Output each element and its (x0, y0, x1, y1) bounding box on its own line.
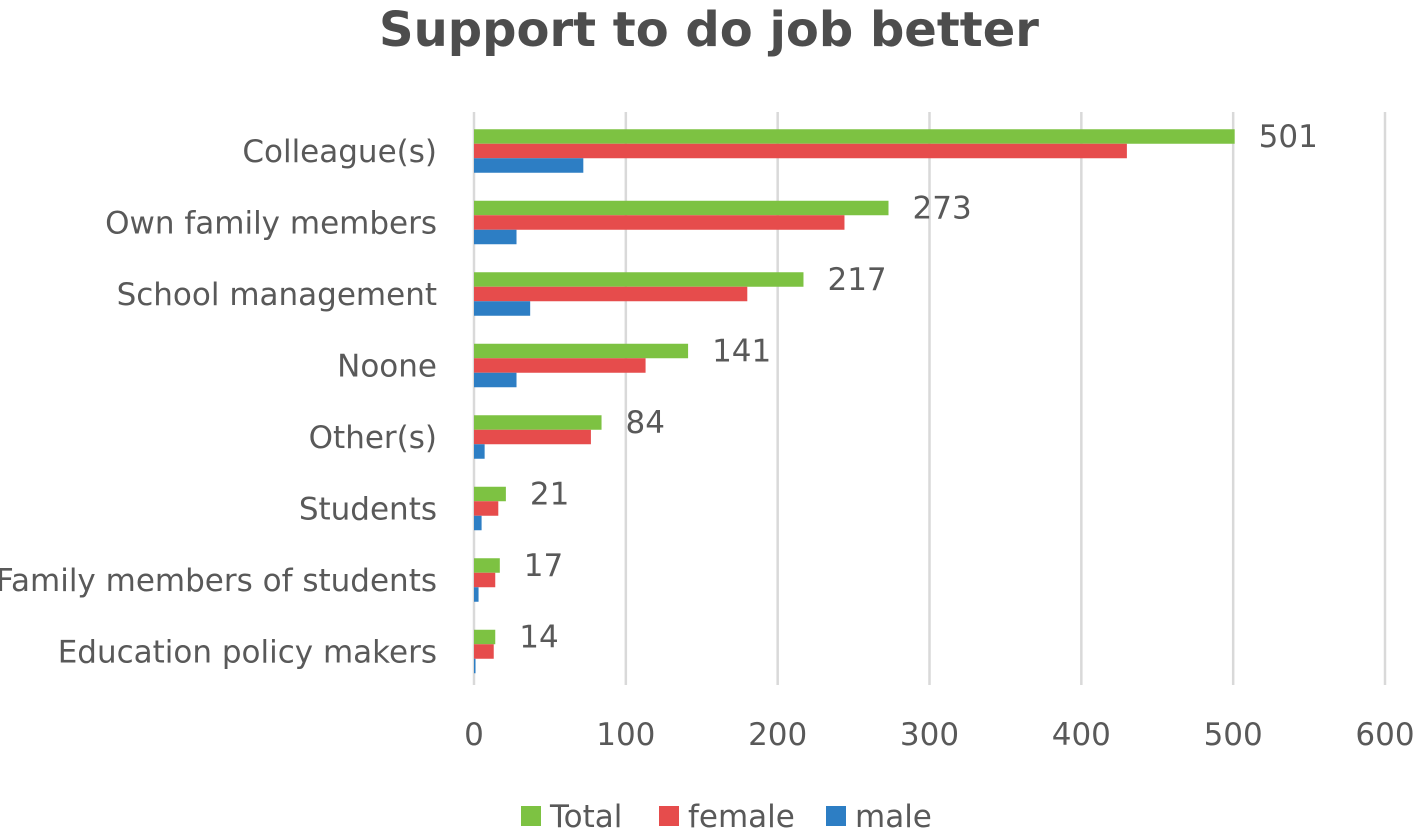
category-label: Colleague(s) (242, 134, 437, 170)
category-label: Own family members (105, 206, 437, 242)
x-axis-ticks: 0 100 200 300 400 500 600 (464, 717, 1414, 753)
legend-swatch-male (826, 806, 846, 826)
bar-total (474, 486, 506, 502)
data-label: 273 (913, 191, 972, 227)
bar-male (474, 587, 479, 602)
legend: Total female male (521, 799, 932, 835)
bar-male (474, 229, 517, 245)
legend-label-total: Total (549, 799, 622, 835)
bar-total (474, 558, 500, 573)
legend-label-male: male (855, 799, 932, 835)
data-labels: 501 273 217 141 84 21 17 14 (519, 119, 1318, 656)
x-tick-label: 600 (1355, 717, 1414, 753)
legend-swatch-total (521, 806, 541, 826)
x-tick-label: 0 (464, 717, 484, 753)
data-label: 84 (626, 405, 665, 441)
x-tick-label: 300 (900, 717, 959, 753)
data-label: 217 (827, 262, 886, 298)
data-label: 141 (712, 334, 771, 370)
bar-total (474, 629, 496, 645)
category-label: Family members of students (0, 563, 437, 599)
category-label: Education policy makers (58, 635, 437, 671)
bar-total (474, 415, 602, 430)
x-tick-label: 200 (748, 717, 807, 753)
category-labels: Colleague(s) Own family members School man… (0, 134, 437, 671)
bar-female (474, 143, 1127, 159)
bar-female (474, 286, 748, 302)
category-label: Other(s) (309, 420, 437, 456)
chart-title: Support to do job better (379, 2, 1039, 58)
bar-total (474, 343, 689, 359)
category-label: School management (117, 277, 437, 313)
bar-female (474, 572, 496, 588)
bar-female (474, 644, 494, 659)
category-label: Noone (337, 349, 437, 385)
legend-label-female: female (688, 799, 795, 835)
bar-male (474, 372, 517, 388)
bar-male (474, 658, 476, 674)
bar-male (474, 158, 584, 173)
data-label: 21 (530, 477, 569, 513)
bars (474, 129, 1235, 674)
bar-female (474, 501, 499, 516)
bar-total (474, 200, 889, 216)
bar-male (474, 515, 482, 531)
bar-male (474, 301, 531, 316)
bar-female (474, 215, 845, 230)
data-label: 501 (1259, 119, 1318, 155)
x-tick-label: 400 (1052, 717, 1111, 753)
bar-female (474, 429, 591, 445)
bar-total (474, 129, 1235, 144)
bar-total (474, 272, 804, 287)
data-label: 17 (524, 548, 563, 584)
data-label: 14 (519, 620, 558, 656)
bar-male (474, 444, 485, 459)
x-tick-label: 100 (596, 717, 655, 753)
x-tick-label: 500 (1204, 717, 1263, 753)
legend-swatch-female (659, 806, 679, 826)
category-label: Students (299, 492, 437, 528)
bar-female (474, 358, 646, 373)
